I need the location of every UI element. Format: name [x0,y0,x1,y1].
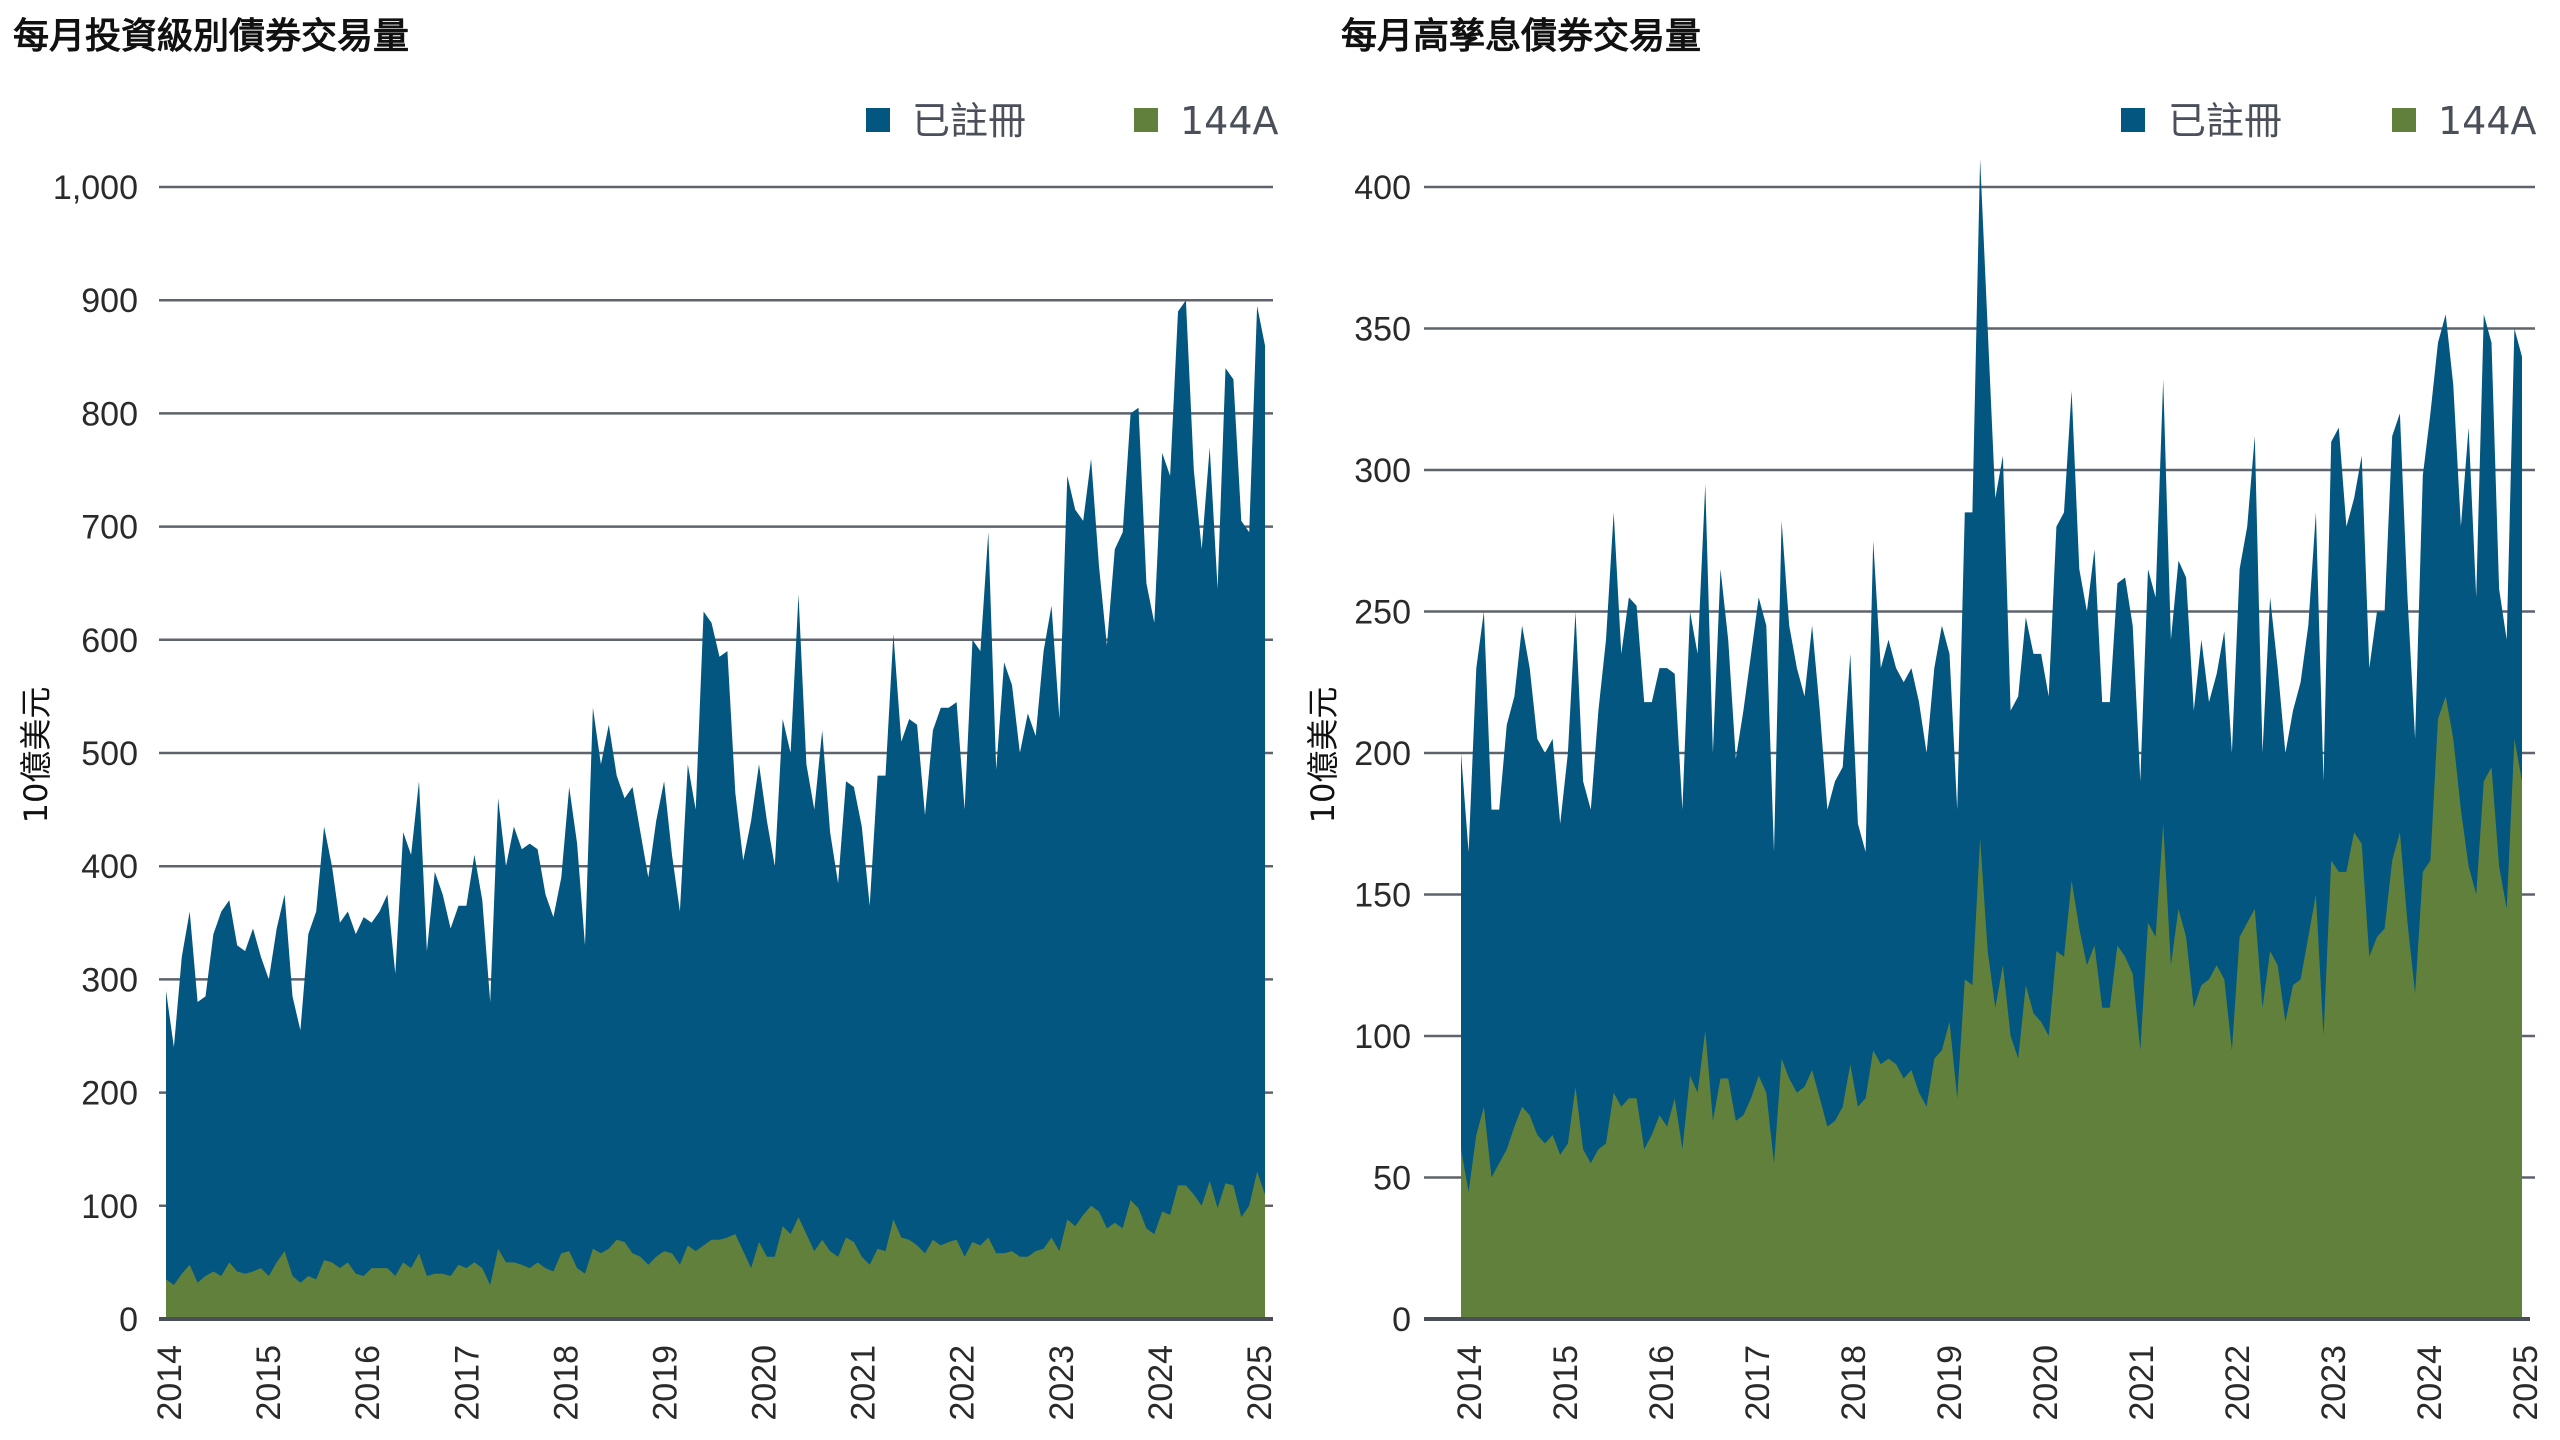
y-tick-label: 200 [1354,735,1411,773]
legend-swatch [2121,108,2145,132]
y-tick-label: 300 [1354,452,1411,490]
x-tick-label: 2017 [448,1345,486,1421]
y-tick-label: 0 [1392,1301,1411,1339]
y-tick-label: 600 [81,622,138,660]
legend-item-registered: 已註冊 [2121,99,2282,143]
y-tick-label: 350 [1354,311,1411,349]
chart-title: 每月高孳息債券交易量 [1341,15,1701,57]
area-144a [1461,696,2522,1319]
x-tick-label: 2024 [2411,1345,2449,1421]
y-tick-label: 1,000 [53,169,138,207]
area-144a [166,1171,1265,1319]
x-tick-label: 2015 [250,1345,288,1421]
legend-item-registered: 已註冊 [866,99,1026,143]
y-tick-label: 800 [81,395,138,433]
y-tick-label: 250 [1354,594,1411,632]
legend-item-144a: 144A [1134,99,1279,143]
y-tick-label: 100 [1354,1018,1411,1056]
y-tick-label: 400 [81,848,138,886]
y-tick-label: 200 [81,1075,138,1113]
x-tick-label: 2016 [1643,1345,1681,1421]
y-tick-label: 150 [1354,877,1411,915]
x-tick-label: 2023 [1043,1345,1081,1421]
x-tick-label: 2022 [2219,1345,2257,1421]
x-tick-label: 2020 [2027,1345,2065,1421]
legend-label: 144A [2438,99,2537,143]
x-tick-label: 2017 [1739,1345,1777,1421]
legend-label: 144A [1180,99,1279,143]
x-tick-label: 2021 [845,1345,883,1421]
legend-swatch [866,108,890,132]
x-tick-label: 2016 [349,1345,387,1421]
legend-label: 已註冊 [912,99,1026,143]
x-tick-label: 2018 [1835,1345,1873,1421]
legend-swatch [1134,108,1158,132]
x-tick-label: 2025 [2507,1345,2545,1421]
legend-swatch [2392,108,2416,132]
y-tick-label: 300 [81,961,138,999]
y-tick-label: 400 [1354,169,1411,207]
x-tick-label: 2019 [646,1345,684,1421]
x-tick-label: 2021 [2123,1345,2161,1421]
chart-title: 每月投資級別債券交易量 [13,15,409,57]
x-tick-label: 2015 [1547,1345,1585,1421]
x-tick-label: 2020 [746,1345,784,1421]
x-tick-label: 2022 [944,1345,982,1421]
legend-item-144a: 144A [2392,99,2537,143]
x-tick-label: 2019 [1931,1345,1969,1421]
y-axis-title: 10億美元 [1304,687,1342,824]
y-tick-label: 500 [81,735,138,773]
y-tick-label: 100 [81,1188,138,1226]
x-tick-label: 2023 [2315,1345,2353,1421]
y-axis-title: 10億美元 [17,687,55,824]
legend-label: 已註冊 [2168,99,2282,143]
y-tick-label: 50 [1373,1160,1411,1198]
x-tick-label: 2014 [151,1345,189,1421]
x-tick-label: 2024 [1142,1345,1180,1421]
x-tick-label: 2025 [1241,1345,1279,1421]
y-tick-label: 0 [119,1301,138,1339]
y-tick-label: 900 [81,282,138,320]
y-tick-label: 700 [81,509,138,547]
area-registered [166,300,1265,1319]
x-tick-label: 2014 [1451,1345,1489,1421]
x-tick-label: 2018 [547,1345,585,1421]
